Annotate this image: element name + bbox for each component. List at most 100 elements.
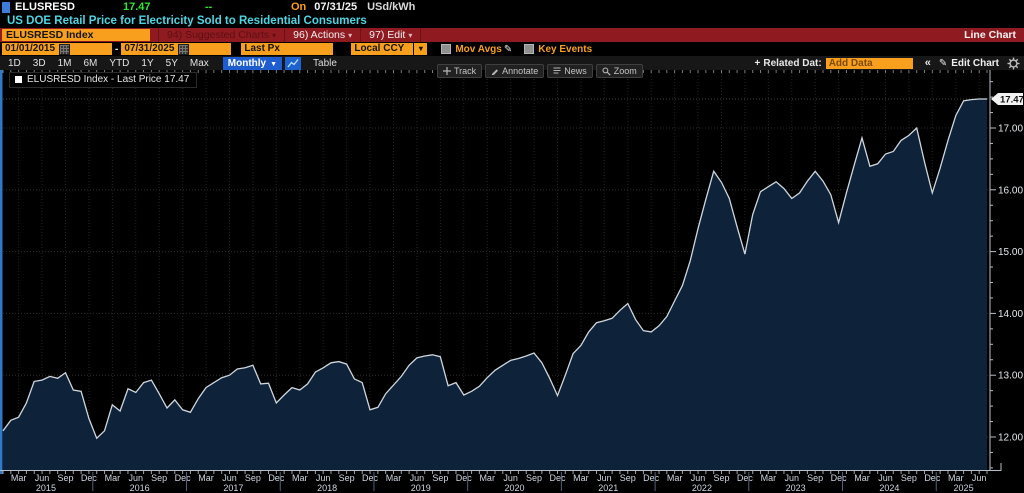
x-axis-month-label: Jun bbox=[410, 473, 425, 483]
line-chart-type-button[interactable] bbox=[285, 56, 302, 70]
end-date-field[interactable]: 07/31/2025 bbox=[121, 43, 232, 55]
period-button-ytd[interactable]: YTD bbox=[109, 57, 130, 69]
gear-icon[interactable] bbox=[1007, 57, 1020, 70]
x-axis-month-label: Jun bbox=[878, 473, 893, 483]
x-axis-year-label: 2022 bbox=[692, 483, 712, 493]
x-axis-month-label: Dec bbox=[268, 473, 285, 483]
currency-dropdown-arrow[interactable]: ▾ bbox=[414, 43, 428, 55]
x-axis-month-label: Mar bbox=[948, 473, 964, 483]
period-button-6m[interactable]: 6M bbox=[83, 57, 98, 69]
menu-actions[interactable]: 96) Actions ▾ bbox=[285, 28, 362, 42]
price-chart[interactable]: 12.00 13.00 14.00 15.00 16.00 17.00 Mar Jun Sep D… bbox=[0, 70, 1024, 493]
collapse-button[interactable]: « bbox=[924, 57, 931, 69]
menu-suggested-charts-label: 94) Suggested Charts bbox=[167, 29, 270, 41]
period-buttons: 1D 3D 1M 6M YTD 1Y 5Y Max bbox=[2, 58, 215, 69]
table-button[interactable]: Table bbox=[313, 57, 337, 69]
x-axis-month-label: Dec bbox=[175, 473, 192, 483]
news-label: News bbox=[564, 66, 587, 76]
chart-toolbar: 1D 3D 1M 6M YTD 1Y 5Y Max Monthly ▼ Table + Rela… bbox=[0, 56, 1024, 71]
add-data-input[interactable]: Add Data bbox=[825, 57, 913, 69]
menu-suggested-charts[interactable]: 94) Suggested Charts ▾ bbox=[158, 28, 286, 42]
currency-select[interactable]: Local CCY bbox=[351, 43, 414, 55]
x-axis-month-label: Dec bbox=[549, 473, 566, 483]
period-button-max[interactable]: Max bbox=[189, 57, 209, 69]
last-price-badge-value: 17.47 bbox=[1000, 94, 1024, 105]
annotate-button[interactable]: Annotate bbox=[485, 64, 545, 78]
chart-view-label: Line Chart bbox=[964, 29, 1016, 41]
currency-value: Local CCY bbox=[354, 43, 405, 54]
last-price-badge bbox=[991, 92, 1023, 105]
related-data-label: Related Dat: bbox=[763, 57, 822, 69]
edit-chart-button[interactable]: Edit Chart bbox=[951, 57, 999, 69]
key-events-checkbox[interactable] bbox=[524, 44, 535, 54]
x-axis-month-label: Mar bbox=[105, 473, 121, 483]
x-axis-month-label: Mar bbox=[479, 473, 495, 483]
security-input[interactable]: ELUSRESD Index bbox=[2, 29, 150, 41]
period-button-3d[interactable]: 3D bbox=[32, 57, 46, 69]
price-line bbox=[2, 98, 987, 440]
pencil-icon bbox=[492, 69, 499, 75]
y-axis-label: 16.00 bbox=[998, 185, 1023, 196]
x-axis-year-label: 2025 bbox=[954, 483, 974, 493]
start-date-field[interactable]: 01/01/2015 bbox=[2, 43, 112, 55]
x-axis-month-label: Mar bbox=[292, 473, 308, 483]
x-axis-month-label: Mar bbox=[667, 473, 683, 483]
x-axis-month-label: Jun bbox=[129, 473, 144, 483]
x-axis-month-label: Sep bbox=[339, 473, 355, 483]
x-axis-month-label: Jun bbox=[222, 473, 237, 483]
calendar-icon[interactable] bbox=[178, 43, 190, 55]
frequency-select[interactable]: Monthly ▼ bbox=[222, 56, 283, 70]
x-axis-month-label: Jun bbox=[691, 473, 706, 483]
chevron-down-icon: ▾ bbox=[408, 31, 413, 40]
calendar-icon[interactable] bbox=[59, 43, 71, 55]
x-axis-month-label: Dec bbox=[362, 473, 379, 483]
period-button-1y[interactable]: 1Y bbox=[141, 57, 154, 69]
x-axis-month-label: Mar bbox=[11, 473, 27, 483]
zoom-button[interactable]: Zoom bbox=[595, 64, 643, 78]
x-axis-month-label: Mar bbox=[198, 473, 214, 483]
x-axis-month-label: Sep bbox=[432, 473, 448, 483]
terminal-header: ELUSRESD 17.47 -- On 07/31/25 USd/kWh bbox=[0, 0, 1024, 14]
x-axis-line bbox=[0, 463, 1002, 471]
period-button-1m[interactable]: 1M bbox=[57, 57, 72, 69]
x-axis-month-label: Dec bbox=[456, 473, 473, 483]
annotate-label: Annotate bbox=[502, 66, 539, 76]
x-axis-month-label: Dec bbox=[831, 473, 848, 483]
price-field-select[interactable]: Last Px bbox=[241, 43, 334, 55]
date-range-bar: 01/01/2015 - 07/31/2025 Last Px Local CC… bbox=[0, 42, 1024, 56]
plus-icon: + bbox=[754, 57, 761, 69]
mov-avgs-checkbox[interactable] bbox=[441, 44, 452, 54]
pencil-icon[interactable]: ✎ bbox=[503, 43, 513, 55]
zoom-label: Zoom bbox=[613, 66, 637, 76]
date-range-separator: - bbox=[115, 43, 119, 55]
menu-edit[interactable]: 97) Edit ▾ bbox=[361, 28, 422, 42]
chart-tools-bar: Track Annotate News Zoom bbox=[437, 64, 643, 78]
x-axis-month-label: Jun bbox=[35, 473, 50, 483]
news-button[interactable]: News bbox=[547, 64, 593, 78]
x-axis-year-label: 2019 bbox=[411, 483, 431, 493]
x-axis-month-label: Sep bbox=[57, 473, 73, 483]
period-button-5y[interactable]: 5Y bbox=[165, 57, 178, 69]
x-axis-month-label: Sep bbox=[901, 473, 917, 483]
track-button[interactable]: Track bbox=[437, 64, 483, 78]
x-axis-month-label: Mar bbox=[386, 473, 402, 483]
x-axis-year-label: 2016 bbox=[130, 483, 150, 493]
price-field-value: Last Px bbox=[244, 43, 280, 54]
start-date-value: 01/01/2015 bbox=[5, 43, 56, 54]
menu-actions-label: 96) Actions bbox=[293, 29, 346, 41]
x-axis-month-label: Jun bbox=[785, 473, 800, 483]
price-area-fill bbox=[3, 99, 987, 470]
news-icon bbox=[553, 67, 561, 74]
security-marker-icon bbox=[2, 1, 10, 13]
menu-bar: ELUSRESD Index 94) Suggested Charts ▾ 96)… bbox=[0, 28, 1024, 42]
x-axis-month-label: Mar bbox=[854, 473, 870, 483]
x-axis-month-label: Jun bbox=[972, 473, 987, 483]
period-button-1d[interactable]: 1D bbox=[8, 57, 21, 69]
x-axis-month-label: Sep bbox=[151, 473, 167, 483]
x-axis-year-label: 2021 bbox=[598, 483, 618, 493]
crosshair-icon bbox=[443, 67, 451, 75]
menu-edit-label: 97) Edit bbox=[369, 29, 406, 41]
price-change: -- bbox=[205, 1, 213, 13]
x-axis-year-label: 2018 bbox=[317, 483, 337, 493]
y-axis-label: 13.00 bbox=[998, 371, 1023, 382]
